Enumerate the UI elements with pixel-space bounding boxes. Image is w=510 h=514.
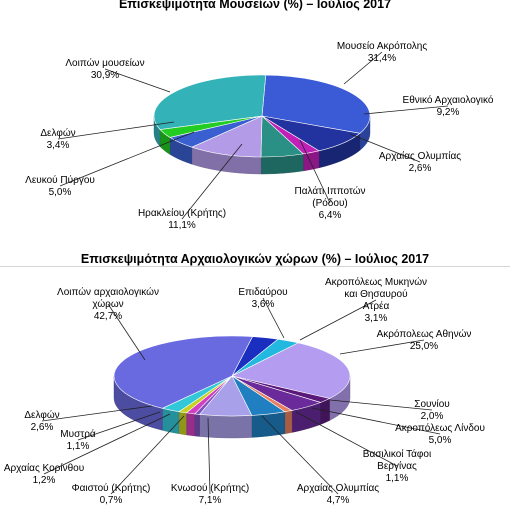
slice-label: Αρχαίας Κορίνθου	[4, 462, 84, 474]
slice-value: 5,0%	[429, 435, 452, 446]
pie-slice-side	[303, 150, 320, 172]
leader-line	[57, 121, 175, 140]
slice-value: 7,1%	[199, 495, 222, 506]
slice-label: Μυστρά	[60, 428, 96, 440]
leader-line	[207, 417, 211, 495]
slice-label: Λευκού Πύργου	[25, 174, 95, 186]
leader-line	[110, 415, 185, 495]
museums-chart: Επισκεψιμότητα Μουσείων (%) – Ιούλιος 20…	[25, 0, 494, 231]
chart-title: Επισκεψιμότητα Μουσείων (%) – Ιούλιος 20…	[118, 0, 392, 11]
leader-line	[107, 303, 146, 361]
slice-label: Δελφών	[40, 127, 75, 139]
slice-value: 0,7%	[100, 495, 123, 506]
slice-label: και Θησαυρού	[344, 288, 407, 300]
pie-slices	[113, 335, 351, 417]
slice-label: χώρων	[92, 298, 123, 310]
slice-label: Βασιλικοί Τάφοι	[363, 448, 431, 460]
leader-line	[43, 413, 171, 475]
leader-line	[339, 339, 425, 355]
slice-value: 3,1%	[365, 313, 388, 324]
leader-line	[343, 51, 383, 85]
slice-value: 1,1%	[386, 473, 409, 484]
slice-value: 1,1%	[67, 441, 90, 452]
slice-label: Ακροπόλεως Λίνδου	[395, 422, 485, 434]
slice-value: 11,1%	[168, 220, 196, 231]
pie-slice-side	[186, 412, 195, 437]
leader-line	[181, 143, 243, 220]
chart-divider	[0, 266, 510, 267]
leader-line	[41, 405, 153, 422]
slice-label: Λοιπών αρχαιολογικών	[57, 286, 159, 298]
slice-label: Δελφών	[24, 409, 59, 421]
pie-slice	[261, 74, 371, 134]
slice-value: 31,4%	[368, 53, 396, 64]
leader-line	[261, 415, 339, 495]
leader-line	[59, 131, 195, 187]
slice-label: Αρχαίας Ολυμπίας	[297, 482, 379, 494]
slice-label: Κνωσού (Κρήτης)	[171, 482, 249, 494]
slice-label: Λοιπών μουσείων	[65, 57, 144, 69]
slice-label: Σουνίου	[414, 398, 449, 410]
leader-line	[77, 411, 161, 441]
pie-side-walls	[113, 375, 351, 439]
leader-line	[363, 105, 449, 115]
slice-label: Επιδαύρου	[238, 286, 287, 298]
slice-value: 42,7%	[94, 311, 122, 322]
slice-label: Εθνικό Αρχαιολογικό	[403, 94, 494, 106]
leader-line	[295, 411, 398, 467]
slice-label: Ακρόπολεως Αθηνών	[377, 328, 472, 340]
slice-label: Αρχαίας Ολυμπίας	[379, 150, 461, 162]
pie-slice-side	[199, 414, 252, 439]
pie-side-walls	[153, 115, 371, 175]
slice-label: Ακροπόλεως Μυκηνών	[325, 276, 427, 288]
slice-label: Μουσείο Ακρόπολης	[337, 40, 427, 52]
slice-value: 2,6%	[409, 163, 432, 174]
pie-slice	[113, 335, 253, 409]
chart-title: Επισκεψιμότητα Αρχαιολογικών χώρων (%) –…	[80, 252, 430, 266]
pie-slice-side	[178, 411, 187, 436]
slice-label: (Ρόδου)	[312, 197, 348, 209]
leader-line	[104, 68, 171, 93]
pie-slice	[231, 342, 351, 399]
sites-chart: Επισκεψιμότητα Αρχαιολογικών χώρων (%) –…	[0, 252, 510, 514]
slice-label: Ηρακλείου (Κρήτης)	[138, 207, 226, 219]
slice-value: 3,4%	[47, 140, 70, 151]
leader-line	[311, 407, 441, 435]
slice-label: Βεργίνας	[377, 460, 417, 472]
slice-value: 5,0%	[49, 187, 72, 198]
leader-line	[329, 399, 433, 411]
slice-label: Παλάτι Ιπποτών	[294, 185, 365, 197]
pie-slice-side	[194, 413, 200, 437]
slice-value: 4,7%	[327, 495, 350, 506]
slice-value: 6,4%	[319, 210, 342, 221]
slice-value: 3,6%	[252, 299, 275, 310]
slice-value: 2,6%	[31, 422, 54, 433]
slice-value: 9,2%	[437, 107, 460, 118]
slice-label: Φαιστού (Κρήτης)	[72, 482, 151, 494]
slice-value: 2,0%	[421, 411, 444, 422]
slice-value: 25,0%	[410, 341, 438, 352]
pie-slices	[153, 74, 371, 158]
pie-slice	[190, 115, 263, 158]
pie-slice	[153, 74, 267, 130]
slice-value: 1,2%	[33, 475, 56, 486]
pie-slice-side	[284, 410, 293, 435]
slice-value: 30,9%	[91, 70, 119, 81]
leader-line	[262, 297, 285, 339]
leader-line	[299, 299, 377, 341]
pie-slice-side	[251, 411, 285, 438]
slice-label: Ατρέα	[363, 300, 390, 312]
leader-line	[299, 139, 331, 204]
leader-line	[349, 133, 421, 163]
